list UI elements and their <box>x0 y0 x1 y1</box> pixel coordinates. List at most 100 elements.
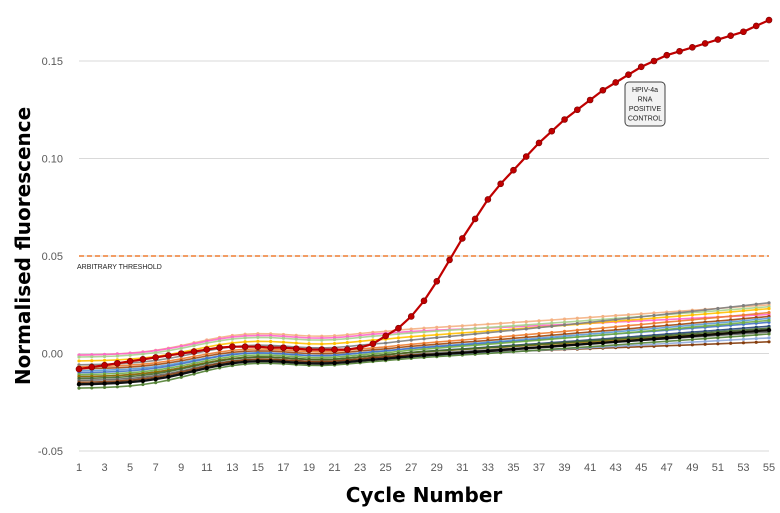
y-tick-label: 0.10 <box>42 154 63 166</box>
data-point <box>511 344 516 348</box>
data-point <box>89 381 94 387</box>
positive-control-point <box>369 340 377 348</box>
data-point <box>230 361 235 366</box>
data-point <box>626 338 631 344</box>
data-point <box>677 334 682 340</box>
data-point <box>729 305 733 309</box>
data-point <box>537 319 541 323</box>
data-point <box>639 337 644 343</box>
positive-control-point <box>241 343 249 350</box>
data-point <box>677 326 682 330</box>
data-point <box>664 335 669 341</box>
data-point <box>562 317 567 321</box>
data-point <box>537 338 541 342</box>
data-point <box>115 385 119 389</box>
data-point <box>499 325 503 329</box>
positive-control-point <box>139 356 147 363</box>
data-point <box>575 316 579 320</box>
data-point <box>716 336 720 340</box>
data-point <box>473 332 477 336</box>
data-point <box>665 341 669 346</box>
positive-control-point <box>331 346 338 353</box>
data-point <box>549 344 554 349</box>
data-point <box>396 355 401 360</box>
data-point <box>434 352 439 357</box>
data-point <box>447 334 452 338</box>
y-tick-label: 0.00 <box>42 349 63 361</box>
data-point <box>716 342 720 346</box>
positive-control-point <box>676 47 683 55</box>
positive-control-point <box>126 357 134 365</box>
x-tick-label: 43 <box>610 462 622 474</box>
data-point <box>358 335 362 339</box>
positive-control-point <box>101 361 108 369</box>
data-point <box>485 348 491 354</box>
data-point <box>473 337 477 341</box>
data-point <box>690 313 694 317</box>
data-point <box>754 319 758 324</box>
data-point <box>486 322 490 326</box>
callout-box <box>624 81 666 127</box>
data-point <box>77 386 81 390</box>
positive-control-point <box>203 346 211 353</box>
positive-control-point <box>395 324 402 332</box>
x-tick-label: 1 <box>76 462 82 474</box>
data-point <box>409 338 413 342</box>
data-point <box>460 333 464 337</box>
data-point <box>511 320 516 325</box>
positive-control-point <box>114 359 121 367</box>
data-point <box>677 311 682 315</box>
data-point <box>191 368 197 374</box>
data-point <box>562 320 567 324</box>
data-point <box>537 322 541 326</box>
data-point <box>754 328 759 334</box>
data-point <box>639 322 643 327</box>
x-tick-label: 37 <box>533 462 545 474</box>
data-point <box>729 335 733 339</box>
data-point <box>601 326 605 330</box>
data-point <box>90 359 94 363</box>
data-point <box>128 353 132 357</box>
data-point <box>141 382 145 387</box>
data-point <box>422 334 426 338</box>
data-point <box>447 324 452 329</box>
data-point <box>613 339 618 345</box>
data-point <box>205 341 209 345</box>
data-point <box>460 347 464 351</box>
data-point <box>383 356 388 361</box>
positive-control-point <box>637 63 645 71</box>
data-point <box>741 309 746 313</box>
data-point <box>511 334 516 338</box>
data-point <box>102 354 107 359</box>
data-point <box>498 347 503 353</box>
y-tick-label: 0.15 <box>42 56 63 68</box>
data-point <box>702 332 708 338</box>
data-point <box>690 343 694 347</box>
data-point <box>332 341 337 346</box>
x-tick-label: 31 <box>456 462 468 474</box>
data-point <box>447 348 452 352</box>
data-point <box>537 342 541 346</box>
data-point <box>665 339 669 343</box>
x-tick-label: 17 <box>277 462 289 474</box>
data-point <box>486 331 490 335</box>
data-point <box>716 311 720 315</box>
data-point <box>614 314 618 318</box>
data-point <box>511 328 516 332</box>
data-point <box>256 335 260 340</box>
data-point <box>422 337 426 341</box>
data-point <box>511 347 516 352</box>
data-point <box>703 312 707 316</box>
data-point <box>575 319 579 323</box>
data-point <box>128 384 132 388</box>
data-point <box>486 342 490 346</box>
positive-control-point <box>88 363 96 371</box>
data-point <box>140 378 146 384</box>
x-tick-label: 41 <box>584 462 596 474</box>
data-point <box>332 360 337 366</box>
data-point <box>677 314 682 318</box>
positive-control-point <box>446 256 453 264</box>
data-point <box>639 341 643 345</box>
data-point <box>230 337 234 341</box>
data-point <box>447 345 452 349</box>
